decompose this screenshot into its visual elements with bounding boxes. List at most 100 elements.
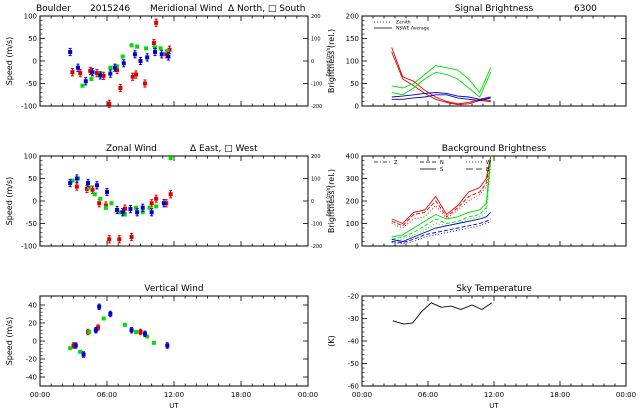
data-point-blue <box>145 55 150 60</box>
y-tick-label: 0 <box>33 338 37 346</box>
y-right-tick-label: 0 <box>311 199 314 205</box>
data-point-red <box>71 343 76 348</box>
data-point-green <box>145 334 150 339</box>
data-point-red <box>168 192 173 197</box>
y-tick-label: -50 <box>26 80 37 88</box>
series-line-blue <box>391 94 491 102</box>
data-point-blue <box>86 181 91 185</box>
data-point-blue <box>132 52 137 57</box>
series-line-green <box>391 160 492 240</box>
data-point-blue <box>135 210 140 215</box>
data-point-blue <box>138 59 143 63</box>
data-point-blue <box>129 328 134 333</box>
series-line-blue <box>391 211 492 242</box>
legend-label: Zenith <box>396 20 411 26</box>
data-point-green <box>109 201 114 206</box>
data-point-blue <box>81 352 86 357</box>
data-point-green <box>135 44 140 49</box>
data-point-green <box>151 340 156 345</box>
data-point-blue <box>98 73 103 78</box>
legend-label: W <box>486 160 491 166</box>
y-right-tick-label: 100 <box>311 177 321 183</box>
y-tick-label: 400 <box>346 153 359 161</box>
y-axis-label: Speed (m/s) <box>5 177 14 226</box>
data-point-green <box>117 210 122 215</box>
y-tick-label: 100 <box>346 58 359 66</box>
data-point-blue <box>83 79 88 84</box>
data-point-red <box>94 71 99 76</box>
x-tick-label: 00:00 <box>298 391 318 399</box>
y-tick-label: 50 <box>350 80 359 88</box>
data-point-green <box>122 322 127 327</box>
data-point-blue <box>128 207 133 212</box>
x-tick-label: 00:00 <box>30 391 50 399</box>
data-point-green <box>168 156 173 161</box>
legend-label: N <box>440 160 444 166</box>
y-tick-label: 0 <box>33 198 37 206</box>
y-axis-label: (K) <box>327 335 336 347</box>
chart-title: Meridional Wind <box>150 4 222 14</box>
data-point-red <box>149 201 154 206</box>
data-point-red <box>103 203 108 208</box>
chart-vertical: 00:00 06:00 12:00 18:00 00:00 UT -40 -20 0 20 40 Sp… <box>5 284 318 410</box>
data-point-red <box>167 47 172 52</box>
data-point-red <box>154 196 159 201</box>
data-point-red <box>117 237 122 242</box>
y-right-tick-label: 100 <box>311 37 321 43</box>
plot-frame <box>39 295 309 387</box>
data-point-green <box>87 185 92 190</box>
y-tick-label: 50 <box>28 35 37 43</box>
plot-frame <box>39 15 309 107</box>
data-point-red <box>97 201 102 206</box>
y-tick-label: 200 <box>346 13 359 21</box>
data-point-red <box>130 74 135 79</box>
x-axis-label: UT <box>489 402 499 410</box>
x-tick-label: 18:00 <box>231 391 251 399</box>
data-point-green <box>154 204 159 209</box>
series-line-blue <box>391 218 491 244</box>
data-point-red <box>129 235 134 239</box>
data-point-green <box>153 45 158 50</box>
y-tick-label: -50 <box>26 220 37 228</box>
y-axis-label: Brightness (rel.) <box>327 169 336 233</box>
y-tick-label: 300 <box>346 175 359 183</box>
data-point-green <box>101 316 106 321</box>
series-line-blue <box>391 220 491 245</box>
plot-frame <box>361 295 627 387</box>
x-tick-label: 12:00 <box>484 391 504 399</box>
legend-label: E <box>486 167 489 173</box>
data-point-red <box>122 206 127 211</box>
data-point-red <box>154 20 159 25</box>
y-axis-label: Speed (m/s) <box>5 317 14 366</box>
y-tick-label: -20 <box>26 356 37 364</box>
data-point-red <box>101 73 106 78</box>
data-point-blue <box>140 205 145 210</box>
series-line-green <box>391 164 492 242</box>
data-point-blue <box>74 176 79 181</box>
data-point-red <box>151 41 156 45</box>
data-point-red <box>118 86 123 90</box>
y-right-tick-label: 0 <box>311 59 314 65</box>
data-point-blue <box>93 328 98 333</box>
data-point-green <box>115 64 120 69</box>
data-point-green <box>165 49 170 54</box>
data-point-green <box>70 178 75 183</box>
y-tick-label: 150 <box>346 35 359 43</box>
chart-title: Vertical Wind <box>144 284 203 294</box>
y-tick-label: -100 <box>21 103 37 111</box>
y-right-tick-label: 200 <box>311 154 321 160</box>
chart-zonal: -100 -50 0 50 100 -200 -100 0 100 200 Speed (m/s) S… <box>5 144 332 251</box>
x-axis-label: UT <box>169 402 179 410</box>
data-point-red <box>134 72 139 77</box>
plot-frame <box>361 155 627 247</box>
chart-meridional: -100 -50 0 50 100 -200 -100 0 100 200 Speed (m/s) S… <box>5 4 332 111</box>
data-point-green <box>144 46 149 51</box>
data-point-blue <box>68 50 73 54</box>
data-point-green <box>122 212 127 217</box>
y-tick-label: 0 <box>33 58 37 66</box>
series-line-green <box>391 71 492 98</box>
y-tick-label: -100 <box>21 243 37 251</box>
data-point-red <box>164 52 169 57</box>
date-label: 2015246 <box>90 4 130 14</box>
